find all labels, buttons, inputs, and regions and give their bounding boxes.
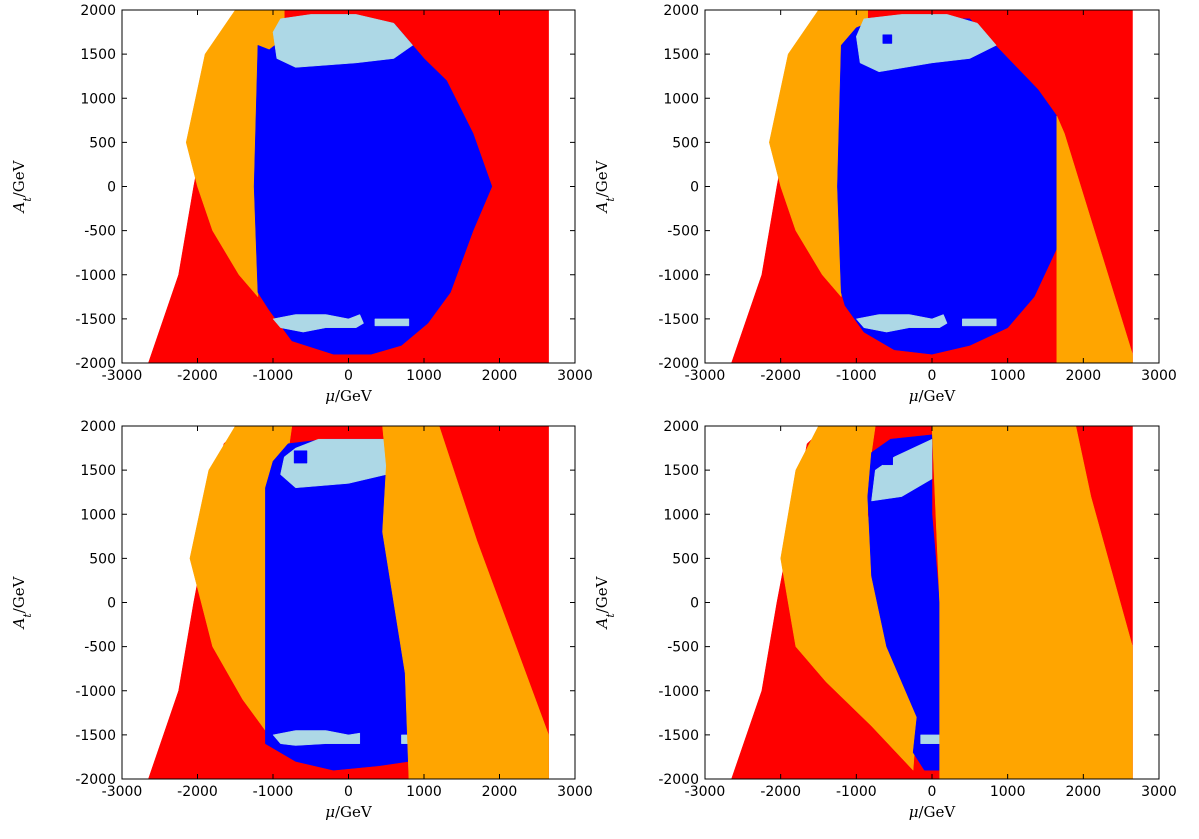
region-3 <box>856 14 997 73</box>
region-5 <box>920 734 940 744</box>
y-tick-label: -1500 <box>75 312 116 328</box>
x-tick-label: 0 <box>344 368 353 384</box>
x-tick-label: -2000 <box>177 784 218 800</box>
x-tick-label: 2000 <box>1066 784 1102 800</box>
x-tick-label: 1000 <box>990 784 1026 800</box>
region-5 <box>272 730 361 746</box>
x-tick-label: 2000 <box>482 368 518 384</box>
y-tick-label: 1000 <box>80 91 116 107</box>
x-axis-label: μ/GeV <box>325 803 373 821</box>
y-tick-label: -500 <box>667 640 699 656</box>
y-tick-label: 1500 <box>80 47 116 63</box>
region-layer <box>731 426 1133 779</box>
x-tick-label: 1000 <box>990 368 1026 384</box>
y-tick-label: -1500 <box>75 728 116 744</box>
panel-bottom-right: -3000 -2000 -1000 0 1000 2000 3000-2000-1500-1… <box>593 419 1177 821</box>
y-tick-label: 500 <box>89 551 116 567</box>
y-tick-label: 0 <box>690 180 699 196</box>
x-tick-label: 2000 <box>1066 368 1102 384</box>
region-4 <box>293 450 308 464</box>
y-tick-label: -1000 <box>75 684 116 700</box>
region-3 <box>871 438 933 502</box>
x-tick-label: -2000 <box>760 368 801 384</box>
x-tick-label: 3000 <box>557 784 593 800</box>
region-5 <box>855 314 948 333</box>
panel-top-right: -3000 -2000 -1000 0 1000 2000 3000-2000-1500-1… <box>593 3 1177 405</box>
y-tick-label: -1000 <box>658 684 699 700</box>
y-tick-label: -2000 <box>75 772 116 788</box>
y-axis-label: At/GeV <box>593 575 617 630</box>
x-tick-label: -2000 <box>760 784 801 800</box>
y-tick-label: 2000 <box>663 3 699 19</box>
x-tick-label: -3000 <box>685 784 726 800</box>
y-tick-label: 0 <box>690 596 699 612</box>
y-tick-label: -500 <box>667 224 699 240</box>
y-tick-label: -2000 <box>658 772 699 788</box>
x-tick-label: -1000 <box>253 784 294 800</box>
y-tick-label: 2000 <box>80 3 116 19</box>
y-tick-label: -500 <box>84 640 116 656</box>
x-tick-label: 2000 <box>482 784 518 800</box>
y-tick-label: 500 <box>89 135 116 151</box>
region-4 <box>272 314 364 333</box>
region-3 <box>272 14 414 68</box>
y-tick-label: 500 <box>672 135 699 151</box>
y-axis-label: At/GeV <box>10 159 34 214</box>
x-tick-label: 0 <box>344 784 353 800</box>
y-tick-label: 2000 <box>663 419 699 435</box>
x-tick-label: 3000 <box>1141 368 1177 384</box>
y-tick-label: -1500 <box>658 312 699 328</box>
region-7 <box>1056 115 1133 363</box>
x-axis-label: μ/GeV <box>909 803 957 821</box>
x-tick-label: 3000 <box>1141 784 1177 800</box>
x-tick-label: 1000 <box>406 368 442 384</box>
y-axis-label: At/GeV <box>593 159 617 214</box>
y-tick-label: 1500 <box>663 47 699 63</box>
region-4 <box>882 452 893 466</box>
x-axis-label: μ/GeV <box>325 387 373 405</box>
y-tick-label: 2000 <box>80 419 116 435</box>
x-tick-label: -1000 <box>253 368 294 384</box>
panel-top-left: -3000 -2000 -1000 0 1000 2000 3000-2000-1500-1… <box>10 3 593 405</box>
y-tick-label: 500 <box>672 551 699 567</box>
region-6 <box>962 318 997 327</box>
x-tick-label: -3000 <box>685 368 726 384</box>
y-tick-label: -1000 <box>658 268 699 284</box>
x-tick-label: 3000 <box>557 368 593 384</box>
x-tick-label: -2000 <box>177 368 218 384</box>
x-tick-label: -3000 <box>102 784 143 800</box>
region-layer <box>148 10 549 363</box>
y-tick-label: 0 <box>107 596 116 612</box>
region-layer <box>148 426 549 779</box>
x-tick-label: 1000 <box>406 784 442 800</box>
y-tick-label: 1000 <box>663 507 699 523</box>
y-tick-label: 1500 <box>80 463 116 479</box>
x-tick-label: 0 <box>928 368 937 384</box>
y-tick-label: 1000 <box>663 91 699 107</box>
x-tick-label: -3000 <box>102 368 143 384</box>
y-tick-label: -500 <box>84 224 116 240</box>
y-tick-label: -2000 <box>75 356 116 372</box>
y-tick-label: -1000 <box>75 268 116 284</box>
x-tick-label: -1000 <box>836 784 877 800</box>
region-4 <box>882 34 893 44</box>
region-layer <box>731 10 1133 363</box>
y-tick-label: -2000 <box>658 356 699 372</box>
y-tick-label: 1000 <box>80 507 116 523</box>
y-axis-label: At/GeV <box>10 575 34 630</box>
y-tick-label: 1500 <box>663 463 699 479</box>
x-tick-label: -1000 <box>836 368 877 384</box>
region-5 <box>374 318 410 327</box>
region-6 <box>931 426 1133 779</box>
region-7 <box>382 426 549 779</box>
x-tick-label: 0 <box>928 784 937 800</box>
y-tick-label: -1500 <box>658 728 699 744</box>
y-tick-label: 0 <box>107 180 116 196</box>
x-axis-label: μ/GeV <box>909 387 957 405</box>
panel-bottom-left: -3000 -2000 -1000 0 1000 2000 3000-2000-1500-1… <box>10 419 593 821</box>
